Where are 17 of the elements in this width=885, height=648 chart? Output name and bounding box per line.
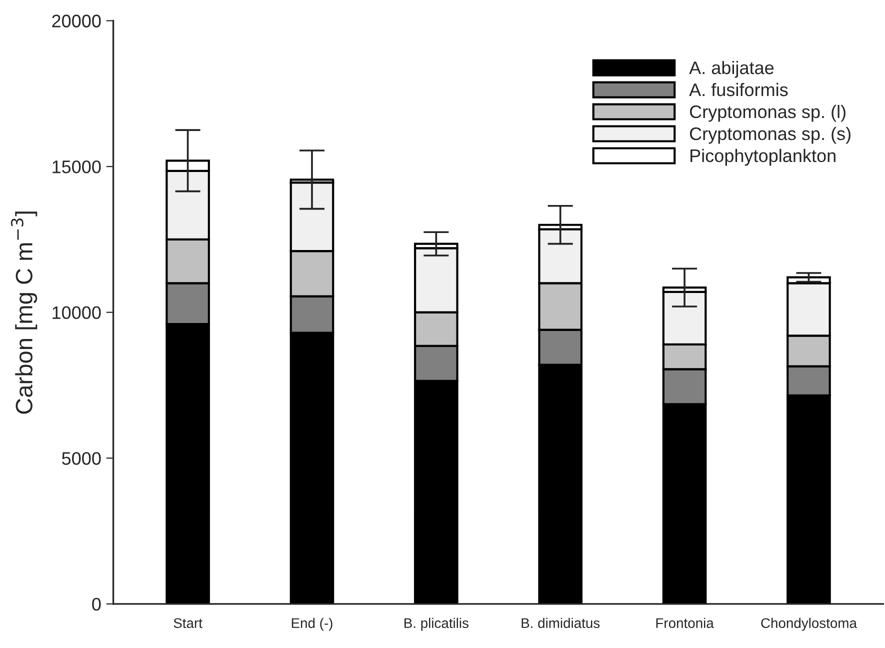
x-tick-label: Frontonia [656,618,714,628]
y-tick-label: 10000 [52,306,101,320]
y-tick-label: 0 [92,598,101,611]
legend-label: Cryptomonas sp. (l) [690,104,846,122]
legend-label: Picophytoplankton [690,148,836,166]
x-tick-label: End (-) [292,618,332,631]
legend-label: Cryptomonas sp. (s) [690,126,850,144]
y-tick-label: 5000 [62,452,101,465]
x-tick-label: B. dimidiatus [522,618,600,628]
x-tick-label: Chondylostoma [761,618,857,631]
y-axis-title: Carbon [mg C m$^{−3}$] [10,212,38,414]
x-tick-label: B. plicatilis [404,618,468,631]
y-tick-label: 15000 [52,160,101,174]
y-tick-label: 20000 [52,14,101,28]
legend-label: A. abijatae [689,60,774,78]
legend-label: A. fusiformis [689,82,788,96]
x-tick-label: Start [174,618,202,628]
